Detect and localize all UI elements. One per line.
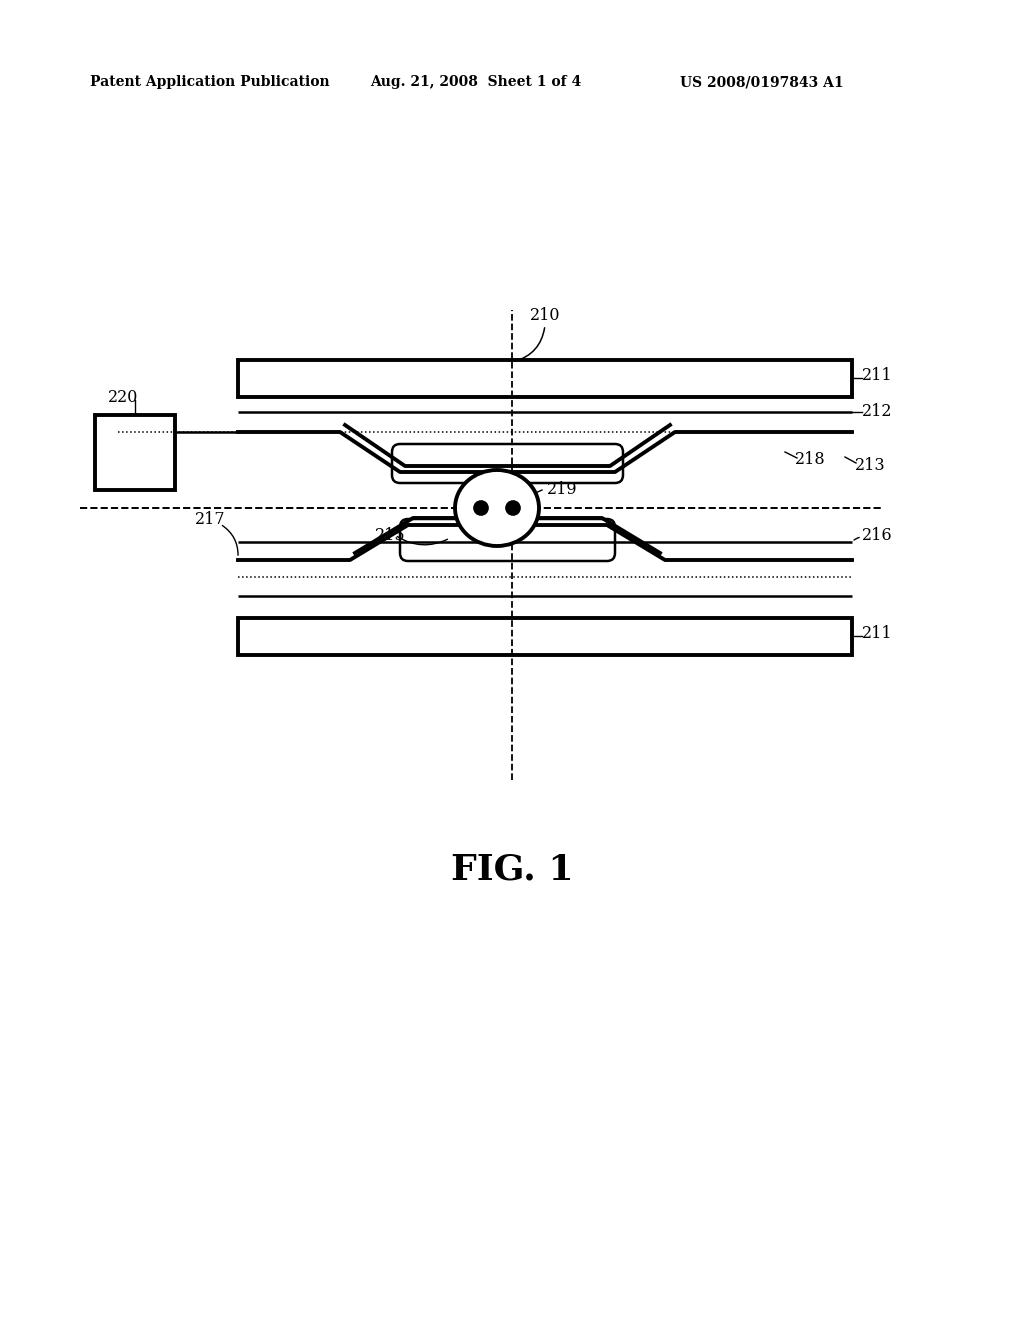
FancyBboxPatch shape: [400, 519, 615, 561]
Text: 215: 215: [375, 527, 406, 544]
Text: 210: 210: [530, 306, 560, 323]
Text: FIG. 1: FIG. 1: [451, 853, 573, 887]
Text: US 2008/0197843 A1: US 2008/0197843 A1: [680, 75, 844, 88]
Text: 218: 218: [795, 451, 825, 469]
Ellipse shape: [455, 470, 539, 546]
Bar: [95, 414, 175, 490]
Text: 213: 213: [855, 457, 886, 474]
Bar: [238, 360, 852, 397]
Text: 216: 216: [862, 527, 893, 544]
Bar: [238, 618, 852, 655]
Circle shape: [506, 502, 520, 515]
Text: 212: 212: [862, 404, 893, 421]
Text: Patent Application Publication: Patent Application Publication: [90, 75, 330, 88]
Text: 211: 211: [862, 626, 893, 643]
Circle shape: [474, 502, 488, 515]
Text: 217: 217: [195, 511, 225, 528]
Text: 220: 220: [108, 388, 138, 405]
Text: 211: 211: [862, 367, 893, 384]
Text: 219: 219: [547, 482, 578, 499]
FancyBboxPatch shape: [392, 444, 623, 483]
Text: Aug. 21, 2008  Sheet 1 of 4: Aug. 21, 2008 Sheet 1 of 4: [370, 75, 582, 88]
